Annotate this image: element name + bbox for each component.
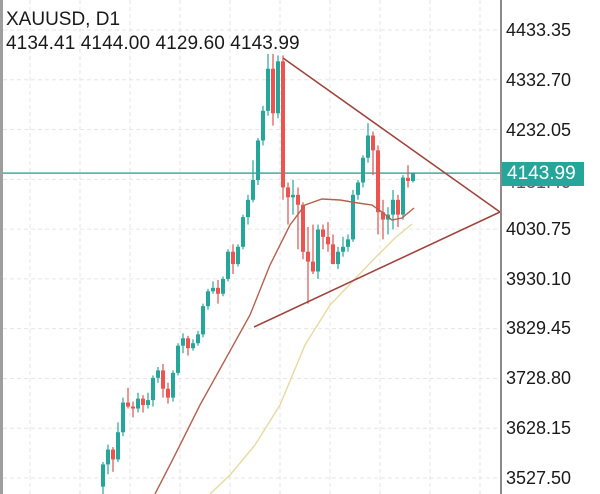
price-label: 4433.35 — [506, 20, 572, 40]
price-axis-line — [500, 0, 502, 494]
ohlc-values: 4134.41 4144.00 4129.60 4143.99 — [6, 33, 300, 54]
price-label: 4030.75 — [506, 219, 572, 239]
price-label: 3628.15 — [506, 418, 572, 438]
grid-lines — [3, 0, 500, 494]
candlesticks — [101, 53, 415, 494]
left-border — [0, 0, 3, 494]
current-price-tag: 4143.99 — [502, 162, 584, 186]
price-label: 4232.05 — [506, 120, 572, 140]
moving-averages — [154, 198, 415, 494]
price-label: 3527.50 — [506, 468, 572, 488]
price-label: 3930.10 — [506, 269, 572, 289]
price-label: 3829.45 — [506, 318, 572, 338]
symbol-timeframe-label: XAUUSD, D1 — [6, 9, 121, 30]
price-label: 3728.80 — [506, 368, 572, 388]
price-label: 4332.70 — [506, 70, 572, 90]
triangle-trendlines[interactable] — [253, 57, 501, 328]
